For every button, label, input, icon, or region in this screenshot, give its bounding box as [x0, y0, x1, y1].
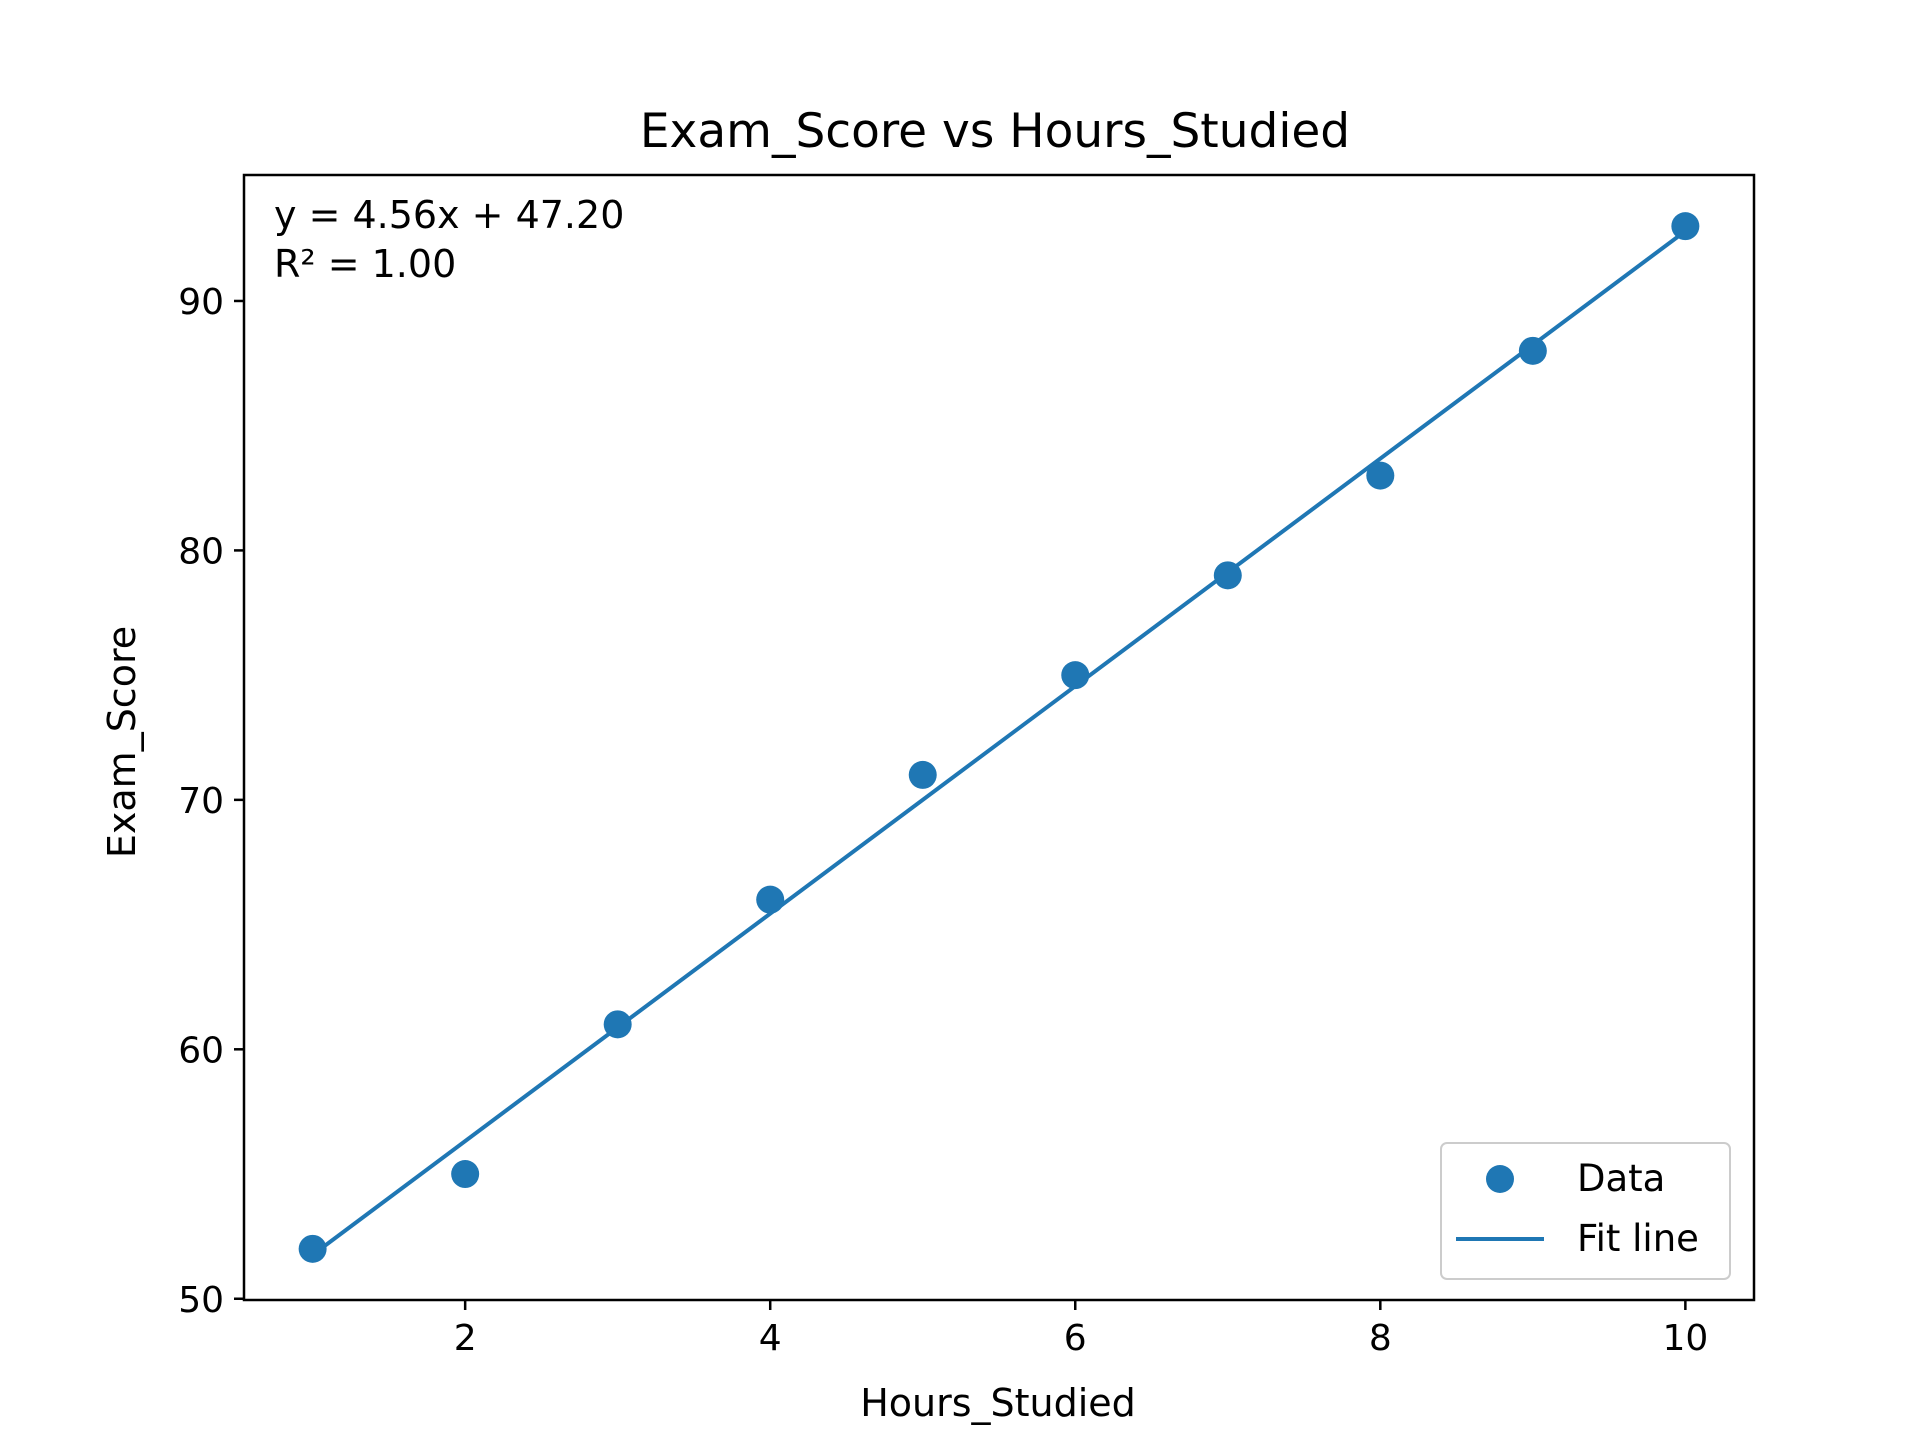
x-tick-label: 4: [759, 1318, 782, 1359]
data-point: [1518, 336, 1547, 365]
y-tick-label: 80: [178, 531, 224, 572]
y-tick-label: 60: [178, 1030, 224, 1071]
r-squared-annotation: R² = 1.00: [274, 242, 456, 286]
legend-data-label: Data: [1577, 1157, 1665, 1200]
y-tick-label: 50: [178, 1280, 224, 1321]
y-axis-label: Exam_Score: [100, 626, 144, 858]
data-point: [1213, 561, 1242, 590]
fit-line: [311, 229, 1687, 1257]
data-point: [451, 1160, 480, 1189]
data-point: [1366, 461, 1395, 490]
plot-area: 2 4 6 8 10 50 60 70 80 90: [178, 212, 1708, 1359]
plot-frame: [242, 173, 1756, 1302]
data-point: [1671, 212, 1700, 241]
x-axis-label: Hours_Studied: [860, 1381, 1136, 1425]
y-tick-label: 90: [178, 282, 224, 323]
legend-data-marker: [1486, 1165, 1514, 1193]
data-point: [756, 885, 785, 914]
x-tick-label: 2: [454, 1318, 477, 1359]
data-point: [603, 1010, 632, 1039]
x-tick-label: 8: [1369, 1318, 1392, 1359]
chart-title: Exam_Score vs Hours_Studied: [640, 104, 1350, 159]
x-tick-label: 10: [1662, 1318, 1708, 1359]
data-point: [298, 1234, 327, 1263]
legend-fit-label: Fit line: [1577, 1217, 1699, 1260]
y-tick-label: 70: [178, 781, 224, 822]
fit-equation-annotation: y = 4.56x + 47.20: [274, 193, 624, 237]
data-point: [908, 760, 937, 789]
legend: Data Fit line: [1440, 1142, 1731, 1280]
data-point: [1061, 661, 1090, 690]
x-tick-label: 6: [1064, 1318, 1087, 1359]
